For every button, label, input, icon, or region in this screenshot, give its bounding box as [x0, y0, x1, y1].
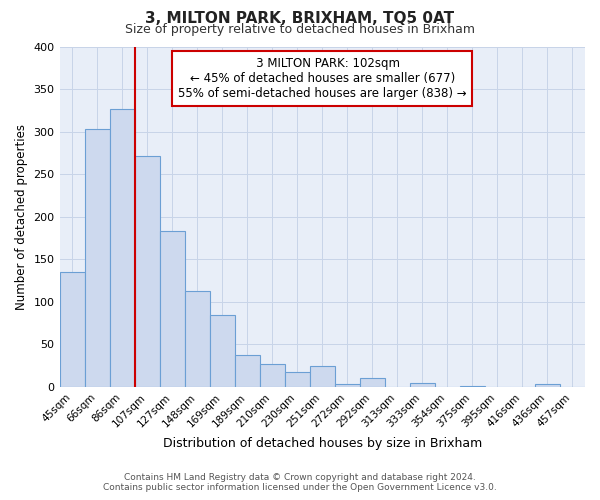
Bar [209, 316, 235, 387]
Bar [285, 372, 310, 387]
Bar [185, 291, 209, 387]
Bar [310, 366, 335, 387]
Bar [260, 364, 285, 387]
Bar [235, 356, 260, 387]
Text: Size of property relative to detached houses in Brixham: Size of property relative to detached ho… [125, 22, 475, 36]
X-axis label: Distribution of detached houses by size in Brixham: Distribution of detached houses by size … [163, 437, 482, 450]
Bar [59, 272, 85, 387]
Bar [535, 384, 560, 387]
Bar [360, 378, 385, 387]
Bar [410, 382, 435, 387]
Bar [335, 384, 360, 387]
Y-axis label: Number of detached properties: Number of detached properties [15, 124, 28, 310]
Bar [460, 386, 485, 387]
Text: Contains HM Land Registry data © Crown copyright and database right 2024.
Contai: Contains HM Land Registry data © Crown c… [103, 473, 497, 492]
Bar [85, 129, 110, 387]
Bar [110, 108, 134, 387]
Text: 3, MILTON PARK, BRIXHAM, TQ5 0AT: 3, MILTON PARK, BRIXHAM, TQ5 0AT [145, 11, 455, 26]
Bar [134, 156, 160, 387]
Text: 3 MILTON PARK: 102sqm
← 45% of detached houses are smaller (677)
55% of semi-det: 3 MILTON PARK: 102sqm ← 45% of detached … [178, 56, 467, 100]
Bar [160, 231, 185, 387]
